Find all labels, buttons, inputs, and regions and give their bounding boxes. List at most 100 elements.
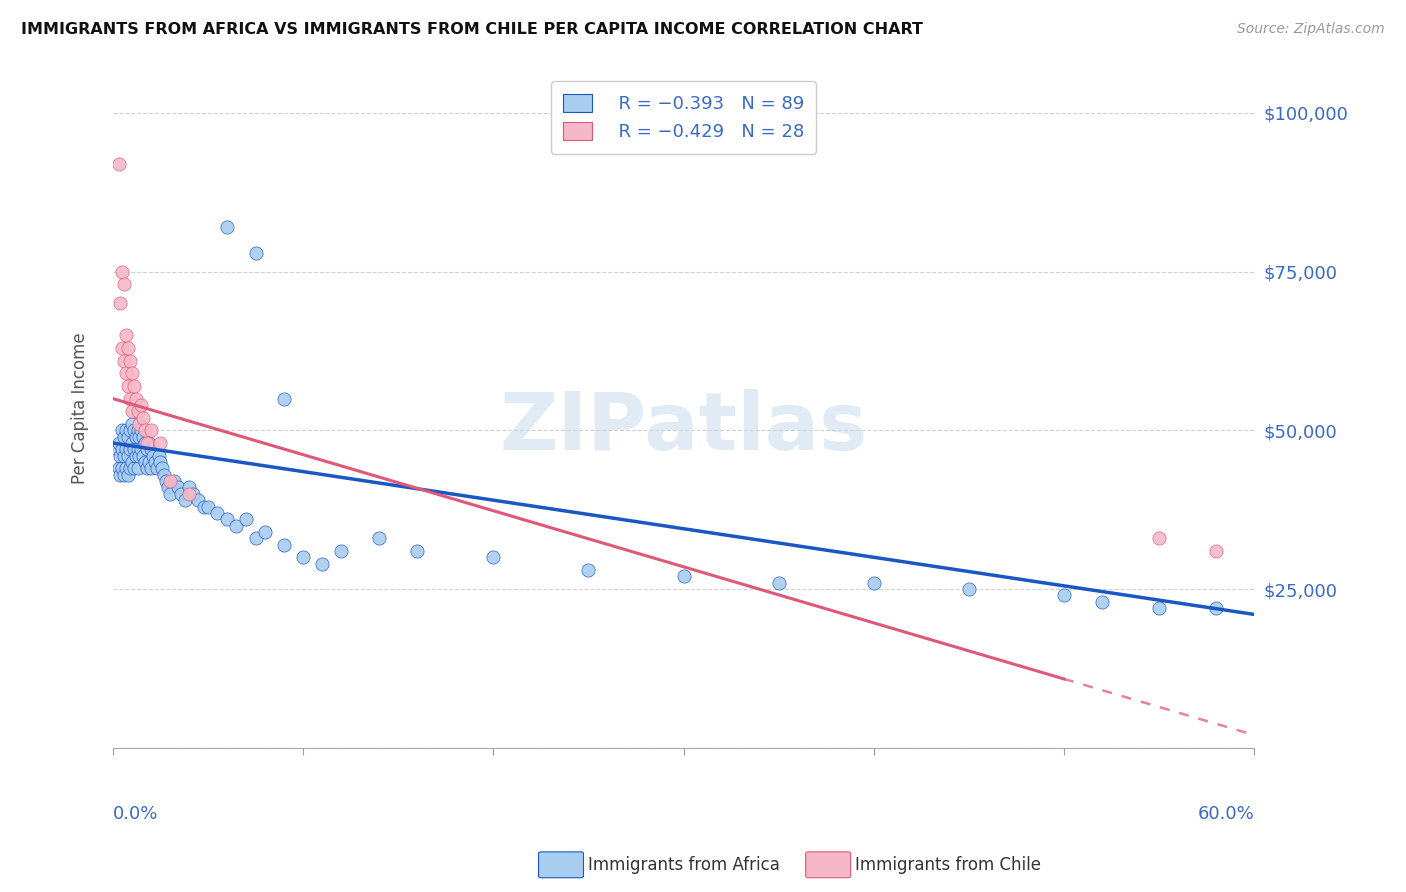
Point xyxy=(111,265,134,279)
Point xyxy=(1205,544,1227,558)
Point xyxy=(138,455,160,469)
Text: 0.0%: 0.0% xyxy=(112,805,159,822)
Text: IMMIGRANTS FROM AFRICA VS IMMIGRANTS FROM CHILE PER CAPITA INCOME CORRELATION CH: IMMIGRANTS FROM AFRICA VS IMMIGRANTS FRO… xyxy=(21,22,924,37)
Text: Source: ZipAtlas.com: Source: ZipAtlas.com xyxy=(1237,22,1385,37)
Point xyxy=(118,442,141,457)
Point xyxy=(245,531,267,545)
Point xyxy=(578,563,600,577)
Legend:   R = −0.393   N = 89,   R = −0.429   N = 28: R = −0.393 N = 89, R = −0.429 N = 28 xyxy=(551,81,817,154)
Point xyxy=(127,442,149,457)
Point xyxy=(957,582,980,596)
Point xyxy=(254,524,277,539)
Point xyxy=(159,487,181,501)
Point xyxy=(111,442,134,457)
Text: ZIPatlas: ZIPatlas xyxy=(499,390,868,467)
Point xyxy=(121,366,143,380)
Y-axis label: Per Capita Income: Per Capita Income xyxy=(72,333,89,484)
Point xyxy=(177,487,200,501)
Point xyxy=(215,512,238,526)
Point xyxy=(131,398,153,412)
Point xyxy=(121,417,143,431)
Point xyxy=(1205,601,1227,615)
Point xyxy=(187,493,209,508)
Point xyxy=(124,430,146,444)
Point xyxy=(330,544,353,558)
Point xyxy=(134,436,156,450)
Point xyxy=(163,474,186,488)
Point xyxy=(107,436,129,450)
Point xyxy=(122,442,145,457)
Point xyxy=(136,461,159,475)
Point xyxy=(245,245,267,260)
Point xyxy=(139,461,162,475)
Point xyxy=(110,467,132,482)
Point xyxy=(127,404,149,418)
Point xyxy=(215,220,238,235)
Point xyxy=(1147,531,1170,545)
Point xyxy=(118,353,141,368)
Text: Immigrants from Africa: Immigrants from Africa xyxy=(588,856,779,874)
Point xyxy=(112,353,135,368)
Text: Immigrants from Chile: Immigrants from Chile xyxy=(855,856,1040,874)
Point xyxy=(159,474,181,488)
Point xyxy=(136,442,159,457)
Point xyxy=(127,461,149,475)
Point xyxy=(112,449,135,463)
Point xyxy=(111,341,134,355)
Point xyxy=(142,449,165,463)
Point xyxy=(132,449,155,463)
Point xyxy=(207,506,229,520)
Point xyxy=(118,461,141,475)
Point xyxy=(225,518,247,533)
Point xyxy=(166,480,188,494)
Point xyxy=(115,366,138,380)
Point xyxy=(181,487,204,501)
Point xyxy=(132,410,155,425)
Point xyxy=(117,379,139,393)
Point xyxy=(768,575,790,590)
Point xyxy=(128,430,150,444)
Point xyxy=(122,423,145,437)
Point xyxy=(115,328,138,343)
Point xyxy=(672,569,695,583)
Point xyxy=(124,449,146,463)
Point xyxy=(115,442,138,457)
Point xyxy=(368,531,391,545)
Point xyxy=(139,423,162,437)
Point xyxy=(131,442,153,457)
Point xyxy=(128,449,150,463)
Point xyxy=(197,500,219,514)
Point xyxy=(122,461,145,475)
Point xyxy=(112,467,135,482)
Point xyxy=(311,557,333,571)
Point xyxy=(482,550,505,565)
Point xyxy=(118,392,141,406)
Point xyxy=(111,423,134,437)
Point xyxy=(177,480,200,494)
Text: 60.0%: 60.0% xyxy=(1198,805,1254,822)
Point xyxy=(273,538,295,552)
Point xyxy=(111,461,134,475)
Point xyxy=(132,430,155,444)
Point xyxy=(107,461,129,475)
Point xyxy=(862,575,884,590)
Point xyxy=(145,461,167,475)
Point xyxy=(1053,588,1076,602)
Point xyxy=(131,423,153,437)
Point xyxy=(1147,601,1170,615)
Point xyxy=(112,277,135,292)
Point xyxy=(153,467,176,482)
Point xyxy=(118,423,141,437)
Point xyxy=(292,550,315,565)
Point xyxy=(170,487,193,501)
Point xyxy=(134,455,156,469)
Point xyxy=(127,423,149,437)
Point xyxy=(406,544,429,558)
Point xyxy=(193,500,215,514)
Point xyxy=(121,455,143,469)
Point xyxy=(117,449,139,463)
Point xyxy=(121,404,143,418)
Point xyxy=(138,436,160,450)
Point xyxy=(134,423,156,437)
Point xyxy=(112,430,135,444)
